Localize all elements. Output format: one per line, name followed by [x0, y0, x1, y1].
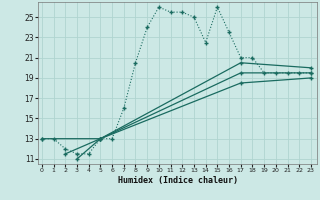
X-axis label: Humidex (Indice chaleur): Humidex (Indice chaleur)	[118, 176, 238, 185]
